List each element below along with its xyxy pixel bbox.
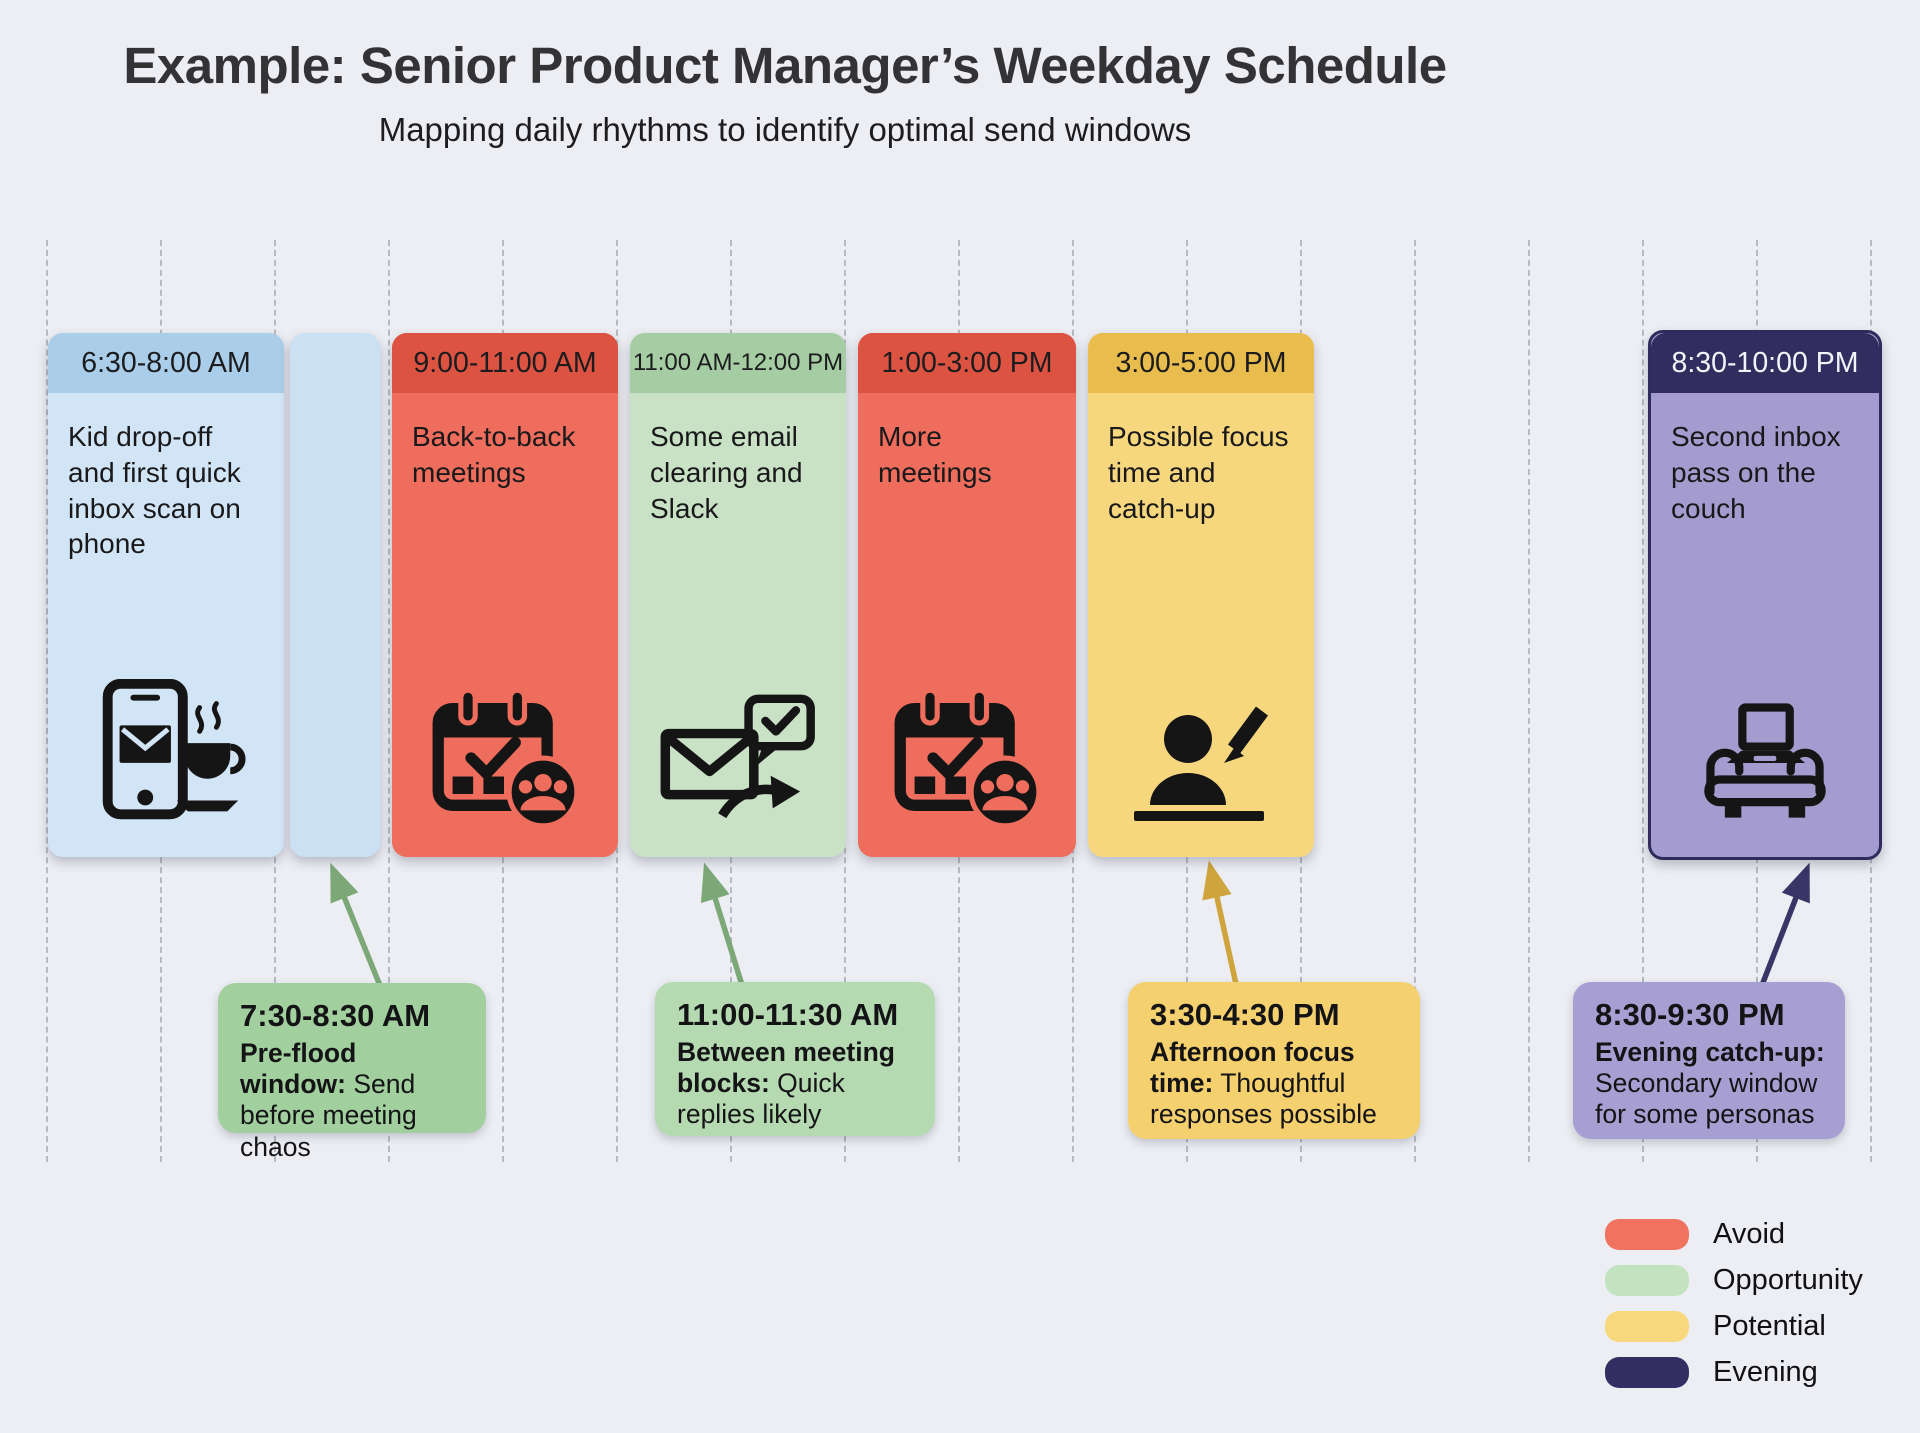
callout-text: Between meeting blocks: Quick replies li…: [677, 1037, 915, 1131]
legend-item-avoid: Avoid: [1605, 1218, 1863, 1251]
column-description: Back-to-back meetings: [412, 421, 576, 488]
column-description: Kid drop-off and first quick inbox scan …: [68, 421, 241, 560]
column-time-header: 11:00 AM-12:00 PM: [630, 333, 846, 393]
callout-lead: Afternoon focus time:: [1150, 1036, 1355, 1099]
column-description: Possible focus time and catch-up: [1108, 421, 1289, 524]
person-writing-icon: [1126, 691, 1276, 831]
legend-label: Avoid: [1713, 1218, 1786, 1250]
callout-time: 8:30-9:30 PM: [1595, 997, 1785, 1032]
callout-text: Evening catch-up: Secondary window for s…: [1595, 1037, 1825, 1131]
legend-swatch-potential: [1605, 1311, 1689, 1342]
grid-line: [1528, 240, 1530, 1162]
column-early-morning: 6:30-8:00 AM Kid drop-off and first quic…: [48, 333, 284, 857]
column-focus-time: 3:00-5:00 PM Possible focus time and cat…: [1088, 333, 1314, 857]
legend-swatch-opportunity: [1605, 1265, 1689, 1296]
callout-evening-catch-up: 8:30-9:30 PM Evening catch-up: Secondary…: [1573, 982, 1845, 1139]
callout-between-meeting-blocks: 11:00-11:30 AM Between meeting blocks: Q…: [655, 982, 935, 1136]
column-time-header: 1:00-3:00 PM: [858, 333, 1076, 393]
email-chat-icon: [659, 693, 817, 831]
arrow-afternoon-focus: [1202, 860, 1242, 999]
legend-label: Potential: [1713, 1310, 1826, 1342]
column-time-header: 6:30-8:00 AM: [48, 333, 284, 393]
grid-line: [46, 240, 48, 1162]
arrow-pre-flood: [330, 862, 388, 1000]
callout-time: 7:30-8:30 AM: [240, 998, 431, 1033]
callout-detail: Quick replies likely: [677, 1068, 845, 1130]
callout-detail: Secondary window for some personas: [1595, 1068, 1818, 1130]
legend-item-potential: Potential: [1605, 1310, 1863, 1343]
column-morning-meetings: 9:00-11:00 AM Back-to-back meetings: [392, 333, 618, 857]
grid-line: [1414, 240, 1416, 1162]
legend: Avoid Opportunity Potential Evening: [1605, 1218, 1863, 1389]
callout-afternoon-focus-time: 3:30-4:30 PM Afternoon focus time: Thoug…: [1128, 982, 1420, 1139]
callout-text: Afternoon focus time: Thoughtful respons…: [1150, 1037, 1400, 1131]
legend-item-opportunity: Opportunity: [1605, 1264, 1863, 1297]
legend-swatch-evening: [1605, 1357, 1689, 1388]
legend-label: Opportunity: [1713, 1264, 1863, 1296]
column-time-header: 3:00-5:00 PM: [1088, 333, 1314, 393]
callout-pre-flood-window: 7:30-8:30 AM Pre-flood window: Send befo…: [218, 983, 486, 1162]
grid-line: [1642, 240, 1644, 1162]
column-description: Second inbox pass on the couch: [1671, 421, 1841, 524]
legend-item-evening: Evening: [1605, 1356, 1863, 1389]
arrow-between-meetings: [700, 862, 749, 999]
callout-lead: Evening catch-up:: [1595, 1036, 1825, 1067]
column-midday-email: 11:00 AM-12:00 PM Some email clearing an…: [630, 333, 846, 857]
page-title: Example: Senior Product Manager’s Weekda…: [123, 37, 1447, 94]
phone-email-coffee-icon: [82, 678, 250, 831]
callout-text: Pre-flood window: Send before meeting ch…: [240, 1038, 466, 1163]
column-time-header: 8:30-10:00 PM: [1651, 333, 1879, 393]
column-afternoon-meetings: 1:00-3:00 PM More meetings: [858, 333, 1076, 857]
legend-swatch-avoid: [1605, 1219, 1689, 1250]
legend-label: Evening: [1713, 1356, 1818, 1388]
column-time-header: 9:00-11:00 AM: [392, 333, 618, 393]
callout-lead: Between meeting blocks:: [677, 1036, 895, 1099]
calendar-meetings-icon: [892, 683, 1042, 831]
grid-line: [388, 240, 390, 1162]
arrow-evening: [1754, 862, 1810, 999]
couch-laptop-icon: [1687, 691, 1843, 831]
callout-detail: Send before meeting chaos: [240, 1069, 417, 1162]
column-description: More meetings: [878, 421, 992, 488]
calendar-meetings-icon: [430, 683, 580, 831]
callout-time: 3:30-4:30 PM: [1150, 997, 1340, 1032]
column-morning-gap-block: [290, 333, 380, 857]
column-evening: 8:30-10:00 PM Second inbox pass on the c…: [1648, 330, 1882, 860]
callout-time: 11:00-11:30 AM: [677, 997, 899, 1032]
header: Example: Senior Product Manager’s Weekda…: [0, 36, 1570, 149]
column-description: Some email clearing and Slack: [650, 421, 803, 524]
callout-lead: Pre-flood window:: [240, 1037, 357, 1100]
callout-detail: Thoughtful responses possible: [1150, 1068, 1377, 1130]
page-subtitle: Mapping daily rhythms to identify optima…: [378, 111, 1192, 148]
